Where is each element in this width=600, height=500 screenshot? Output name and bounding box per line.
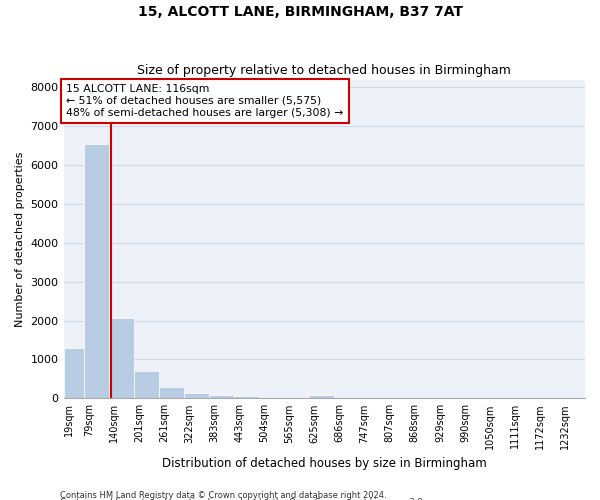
Text: Contains public sector information licensed under the Open Government Licence v3: Contains public sector information licen… bbox=[60, 498, 425, 500]
Bar bbox=[159, 387, 184, 398]
Text: 15, ALCOTT LANE, BIRMINGHAM, B37 7AT: 15, ALCOTT LANE, BIRMINGHAM, B37 7AT bbox=[137, 5, 463, 19]
Bar bbox=[310, 395, 334, 398]
Bar bbox=[134, 371, 159, 398]
Bar bbox=[109, 318, 134, 398]
Bar bbox=[64, 348, 84, 399]
Text: 15 ALCOTT LANE: 116sqm
← 51% of detached houses are smaller (5,575)
48% of semi-: 15 ALCOTT LANE: 116sqm ← 51% of detached… bbox=[66, 84, 343, 117]
Bar bbox=[234, 396, 259, 398]
Text: Contains HM Land Registry data © Crown copyright and database right 2024.: Contains HM Land Registry data © Crown c… bbox=[60, 490, 386, 500]
Bar bbox=[209, 395, 234, 398]
Title: Size of property relative to detached houses in Birmingham: Size of property relative to detached ho… bbox=[137, 64, 511, 77]
Bar bbox=[184, 394, 209, 398]
Y-axis label: Number of detached properties: Number of detached properties bbox=[15, 151, 25, 326]
Bar bbox=[84, 144, 109, 398]
X-axis label: Distribution of detached houses by size in Birmingham: Distribution of detached houses by size … bbox=[162, 457, 487, 470]
